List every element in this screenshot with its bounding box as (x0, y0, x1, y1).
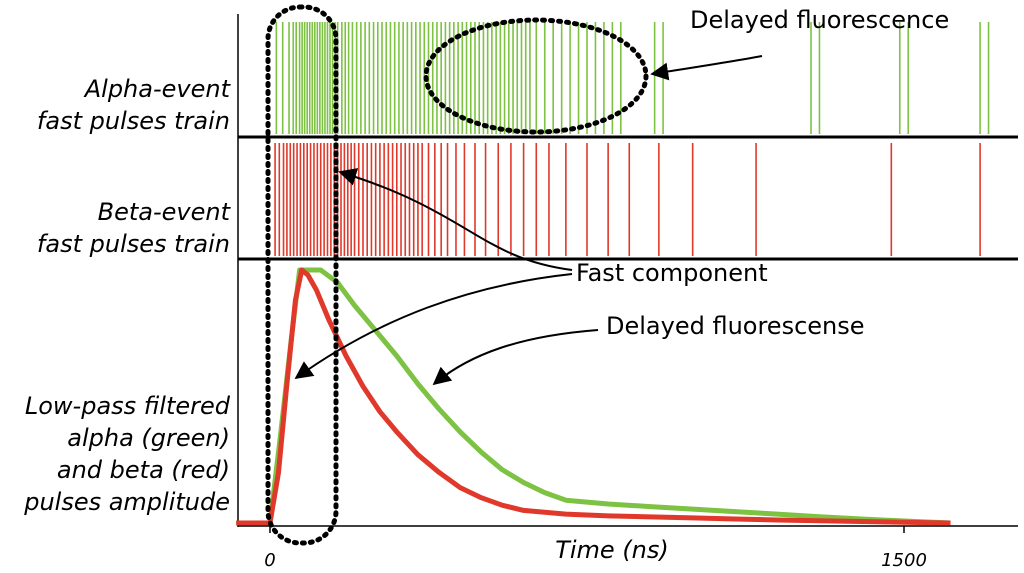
delayed-fluorescense-arrow (432, 329, 599, 386)
delayed-fluorescence-arrow (650, 55, 763, 81)
beta-row-label-line2: fast pulses train (37, 230, 230, 258)
beta-filtered-curve (236, 267, 951, 526)
fast-component-arrow-to-beta (338, 168, 573, 271)
fast-component-annotation: Fast component (576, 259, 768, 287)
alpha-row-label-line2: fast pulses train (37, 107, 230, 135)
fast-component-highlight (265, 4, 339, 546)
tick-label-zero: 0 (264, 550, 275, 571)
alpha-row-label-line1: Alpha-event (83, 75, 232, 103)
beta-row-label-line1: Beta-event (98, 198, 232, 226)
time-axis-label: Time (ns) (555, 536, 669, 564)
alpha-pulse-train (275, 22, 990, 134)
lowpass-label-line3: and beta (red) (57, 456, 230, 484)
delayed-fluorescense-annotation: Delayed fluorescense (606, 312, 865, 340)
lowpass-label-line2: alpha (green) (67, 424, 230, 452)
lowpass-label-line1: Low-pass filtered (25, 392, 231, 420)
fast-component-arrow-to-curve (294, 273, 573, 380)
delayed-fluorescence-highlight (423, 17, 649, 135)
lowpass-label-line4: pulses amplitude (23, 488, 230, 516)
beta-pulse-train (274, 143, 981, 256)
alpha-filtered-curve (236, 267, 951, 526)
delayed-fluorescence-annotation: Delayed fluorescence (690, 6, 949, 34)
tick-label-1500: 1500 (881, 550, 927, 571)
